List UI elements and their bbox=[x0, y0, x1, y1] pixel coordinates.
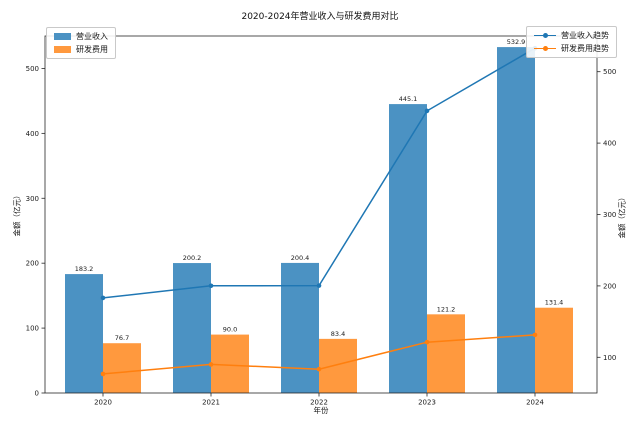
y-tick-label-right: 400 bbox=[603, 140, 616, 148]
legend-item-rd: 研发费用 bbox=[54, 45, 108, 54]
y-tick-label-left: 300 bbox=[26, 195, 39, 203]
legend-label: 研发费用 bbox=[76, 45, 108, 54]
legend-item-rd-trend: 研发费用趋势 bbox=[534, 44, 609, 53]
x-tick-label: 2020 bbox=[94, 399, 112, 407]
revenue-bar bbox=[173, 263, 211, 393]
bar-value-label: 200.2 bbox=[183, 254, 202, 262]
x-axis-label: 年份 bbox=[313, 406, 329, 415]
revenue-bar bbox=[389, 104, 427, 394]
x-tick-label: 2021 bbox=[202, 399, 220, 407]
rd-trend-marker-icon bbox=[534, 45, 556, 53]
y-tick-label-right: 500 bbox=[603, 68, 616, 76]
legend-label: 营业收入 bbox=[76, 32, 108, 41]
bar-value-label: 83.4 bbox=[331, 330, 345, 338]
y-tick-label-left: 0 bbox=[35, 390, 39, 398]
bar-value-label: 532.9 bbox=[507, 38, 526, 46]
rd-bar bbox=[535, 307, 573, 393]
legend-label: 营业收入趋势 bbox=[561, 31, 609, 40]
x-tick-label: 2023 bbox=[418, 399, 436, 407]
rd-trend-point bbox=[208, 362, 214, 367]
chart-title: 2020-2024年营业收入与研发费用对比 bbox=[241, 12, 399, 22]
rd-bar bbox=[103, 343, 141, 393]
y-tick-label-right: 300 bbox=[603, 211, 616, 219]
rd-trend-point bbox=[316, 366, 322, 372]
revenue-bar bbox=[281, 262, 319, 393]
bar-value-label: 445.1 bbox=[399, 95, 418, 103]
legend-item-revenue-trend: 营业收入趋势 bbox=[534, 31, 609, 40]
y-tick-label-right: 100 bbox=[603, 354, 616, 362]
rd-bar bbox=[427, 314, 465, 393]
rd-trend-point bbox=[424, 339, 430, 345]
bar-value-label: 131.4 bbox=[545, 299, 564, 307]
rd-swatch-icon bbox=[54, 46, 71, 53]
legend-item-revenue: 营业收入 bbox=[54, 32, 108, 41]
y-tick-label-right: 200 bbox=[603, 282, 616, 290]
rd-bar bbox=[211, 334, 249, 393]
legend-bars: 营业收入 研发费用 bbox=[46, 27, 116, 59]
bar-value-label: 76.7 bbox=[115, 334, 129, 342]
bar-value-label: 183.2 bbox=[75, 265, 94, 273]
revenue-trend-marker-icon bbox=[534, 32, 556, 40]
bar-value-label: 121.2 bbox=[437, 305, 456, 313]
revenue-trend-point bbox=[100, 295, 106, 301]
y-tick-label-left: 200 bbox=[26, 260, 39, 268]
revenue-trend-line bbox=[102, 47, 536, 299]
y-tick-label-left: 400 bbox=[26, 130, 39, 138]
revenue-trend-point bbox=[424, 108, 430, 114]
rd-trend-point bbox=[100, 371, 106, 377]
y-tick-label-left: 100 bbox=[26, 325, 39, 333]
y-tick-label-left: 500 bbox=[26, 65, 39, 73]
y-axis-label-left: 金额（亿元） bbox=[12, 191, 22, 237]
x-tick-label: 2022 bbox=[310, 399, 328, 407]
legend-label: 研发费用趋势 bbox=[561, 44, 609, 53]
bar-value-label: 90.0 bbox=[223, 326, 237, 334]
bar-value-label: 200.4 bbox=[291, 254, 310, 262]
revenue-swatch-icon bbox=[54, 33, 71, 40]
rd-trend-point bbox=[532, 332, 538, 338]
legend-trends: 营业收入趋势 研发费用趋势 bbox=[526, 26, 617, 58]
rd-bar bbox=[319, 338, 357, 393]
revenue-bar bbox=[65, 274, 103, 393]
x-tick-label: 2024 bbox=[526, 399, 544, 407]
revenue-trend-point bbox=[316, 283, 322, 288]
y-axis-label-right: 金额（亿元） bbox=[617, 193, 627, 239]
revenue-bar bbox=[497, 47, 535, 393]
revenue-trend-point bbox=[208, 283, 214, 289]
